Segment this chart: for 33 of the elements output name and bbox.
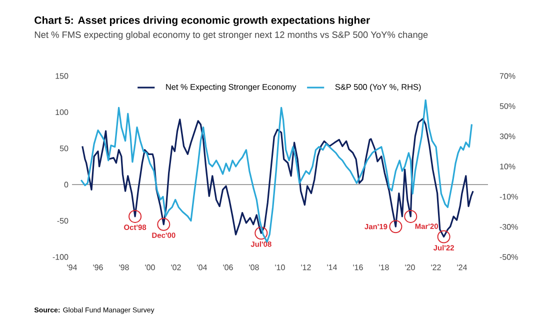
legend-label: S&P 500 (YoY %, RHS) bbox=[335, 84, 421, 92]
y-tick-label: 100 bbox=[56, 109, 68, 116]
y2-tick-label: -30% bbox=[500, 224, 518, 230]
x-tick-label: '18 bbox=[379, 264, 389, 270]
x-tick-label: '20 bbox=[405, 264, 415, 270]
x-tick-label: '16 bbox=[353, 264, 363, 270]
y-tick-label: 150 bbox=[56, 73, 68, 79]
x-tick-label: '04 bbox=[197, 264, 207, 270]
x-tick-label: '14 bbox=[327, 264, 337, 270]
x-tick-label: '10 bbox=[275, 264, 285, 270]
y2-tick-label: 70% bbox=[500, 73, 516, 79]
y2-tick-label: 10% bbox=[500, 164, 516, 170]
x-tick-label: '94 bbox=[67, 264, 77, 270]
y2-tick-label: 30% bbox=[500, 134, 516, 140]
chart-subtitle: Net % FMS expecting global economy to get stronger next 12 months vs S&P 500 YoY% change bbox=[34, 31, 428, 40]
y-tick-label: -50 bbox=[57, 218, 68, 224]
x-tick-label: '08 bbox=[249, 264, 259, 270]
chart-title: Chart 5: Asset prices driving economic growth expectations higher bbox=[34, 16, 370, 26]
y2-tick-label: -50% bbox=[500, 254, 518, 260]
x-tick-label: '22 bbox=[431, 264, 441, 270]
legend-label: Net % Expecting Stronger Economy bbox=[166, 84, 296, 92]
x-tick-label: '98 bbox=[119, 264, 129, 270]
x-tick-label: '02 bbox=[171, 264, 181, 270]
y2-tick-label: -10% bbox=[500, 194, 518, 200]
y-tick-label: 0 bbox=[64, 182, 68, 188]
x-tick-label: '12 bbox=[301, 264, 311, 270]
y-tick-label: -100 bbox=[52, 254, 68, 260]
y2-tick-label: 50% bbox=[500, 103, 516, 109]
x-tick-label: '96 bbox=[93, 264, 103, 270]
x-tick-label: '24 bbox=[457, 264, 467, 270]
x-tick-label: '06 bbox=[223, 264, 233, 270]
x-tick-label: '00 bbox=[145, 264, 155, 270]
y-tick-label: 50 bbox=[60, 146, 68, 152]
